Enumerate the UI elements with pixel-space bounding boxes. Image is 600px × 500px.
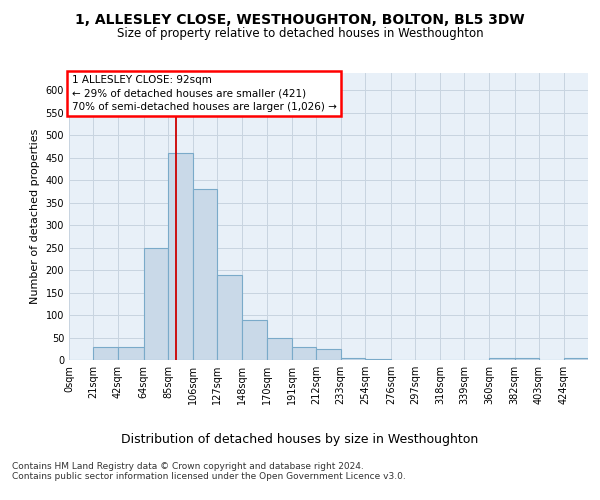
Text: Contains HM Land Registry data © Crown copyright and database right 2024.: Contains HM Land Registry data © Crown c… — [12, 462, 364, 471]
Text: Contains public sector information licensed under the Open Government Licence v3: Contains public sector information licen… — [12, 472, 406, 481]
Bar — [316, 349, 341, 360]
Bar — [563, 358, 588, 360]
Bar — [217, 274, 242, 360]
Bar — [143, 248, 168, 360]
Bar — [365, 359, 391, 360]
Text: 1, ALLESLEY CLOSE, WESTHOUGHTON, BOLTON, BL5 3DW: 1, ALLESLEY CLOSE, WESTHOUGHTON, BOLTON,… — [75, 12, 525, 26]
Bar — [168, 154, 193, 360]
Bar — [242, 320, 267, 360]
Bar — [94, 346, 118, 360]
Bar — [193, 190, 217, 360]
Bar — [267, 338, 292, 360]
Bar — [118, 346, 143, 360]
Bar — [341, 358, 365, 360]
Y-axis label: Number of detached properties: Number of detached properties — [30, 128, 40, 304]
Bar — [489, 358, 515, 360]
Text: Size of property relative to detached houses in Westhoughton: Size of property relative to detached ho… — [116, 28, 484, 40]
Bar — [292, 346, 316, 360]
Text: Distribution of detached houses by size in Westhoughton: Distribution of detached houses by size … — [121, 432, 479, 446]
Text: 1 ALLESLEY CLOSE: 92sqm
← 29% of detached houses are smaller (421)
70% of semi-d: 1 ALLESLEY CLOSE: 92sqm ← 29% of detache… — [71, 76, 337, 112]
Bar — [515, 358, 539, 360]
